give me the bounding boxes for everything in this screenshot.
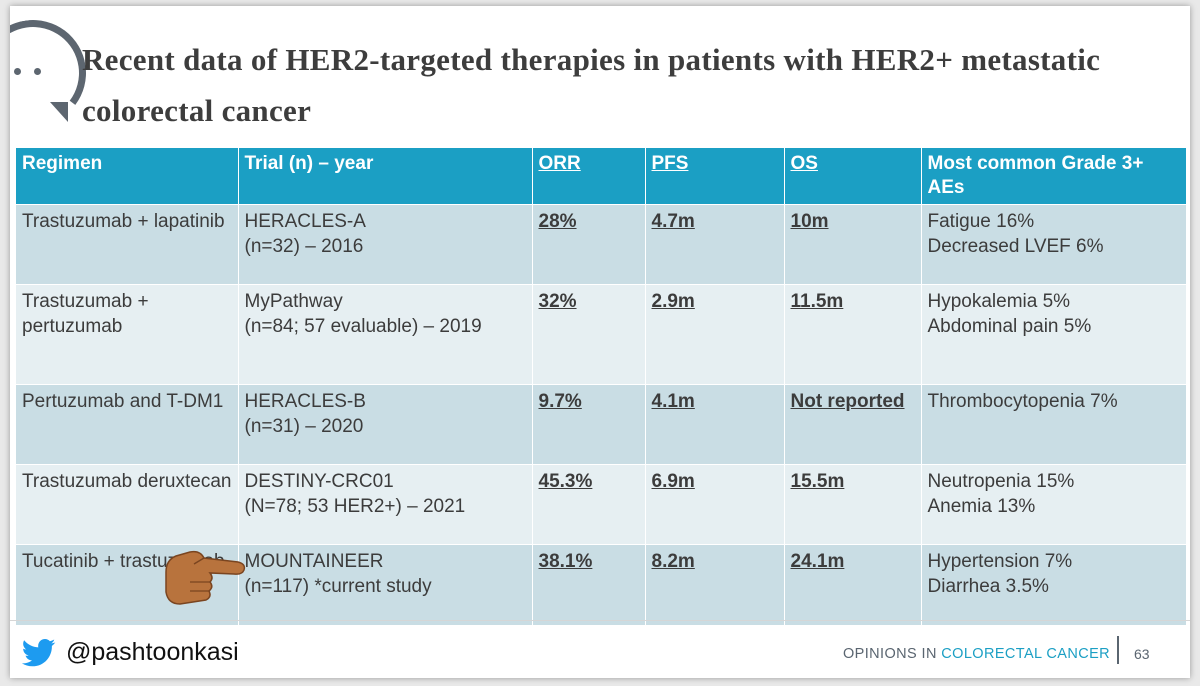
trial-cell: MOUNTAINEER (n=117) *current study bbox=[238, 544, 533, 625]
os-cell: 10m bbox=[784, 204, 922, 285]
slide: Recent data of HER2-targeted therapies i… bbox=[10, 6, 1190, 678]
os-cell: 11.5m bbox=[784, 284, 922, 385]
aes-cell: Fatigue 16% Decreased LVEF 6% bbox=[921, 204, 1187, 285]
header-regimen: Regimen bbox=[16, 148, 239, 205]
aes-cell: Hypokalemia 5% Abdominal pain 5% bbox=[921, 284, 1187, 385]
footer-divider bbox=[10, 620, 1190, 621]
os-cell: 15.5m bbox=[784, 464, 922, 545]
regimen-cell: Pertuzumab and T-DM1 bbox=[16, 384, 239, 465]
regimen-cell: Trastuzumab deruxtecan bbox=[16, 464, 239, 545]
table-row: Trastuzumab + pertuzumab MyPathway (n=84;… bbox=[16, 284, 1187, 385]
pfs-cell: 2.9m bbox=[645, 284, 785, 385]
header-aes: Most common Grade 3+ AEs bbox=[921, 148, 1187, 205]
aes-cell: Neutropenia 15% Anemia 13% bbox=[921, 464, 1187, 545]
orr-cell: 45.3% bbox=[532, 464, 646, 545]
table-header-row: Regimen Trial (n) – year ORR PFS OS Most… bbox=[16, 148, 1187, 205]
trial-cell: DESTINY-CRC01 (N=78; 53 HER2+) – 2021 bbox=[238, 464, 533, 545]
os-cell: 24.1m bbox=[784, 544, 922, 625]
therapies-table: Regimen Trial (n) – year ORR PFS OS Most… bbox=[16, 148, 1187, 625]
slide-title: Recent data of HER2-targeted therapies i… bbox=[82, 42, 1101, 128]
table-row: Trastuzumab deruxtecan DESTINY-CRC01 (N=7… bbox=[16, 464, 1187, 545]
pfs-cell: 4.1m bbox=[645, 384, 785, 465]
pfs-cell: 4.7m bbox=[645, 204, 785, 285]
orr-cell: 32% bbox=[532, 284, 646, 385]
header-os: OS bbox=[784, 148, 922, 205]
aes-cell: Thrombocytopenia 7% bbox=[921, 384, 1187, 465]
trial-cell: HERACLES-A (n=32) – 2016 bbox=[238, 204, 533, 285]
pointing-hand-emoji-icon bbox=[165, 550, 246, 605]
table-row: Pertuzumab and T-DM1 HERACLES-B (n=31) – … bbox=[16, 384, 1187, 465]
footer-separator bbox=[1117, 636, 1119, 664]
header-trial: Trial (n) – year bbox=[238, 148, 533, 205]
brand-text: OPINIONS IN COLORECTAL CANCER bbox=[843, 646, 1111, 662]
twitter-bird-icon bbox=[22, 639, 56, 667]
trial-cell: MyPathway (n=84; 57 evaluable) – 2019 bbox=[238, 284, 533, 385]
page-number: 63 bbox=[1134, 646, 1150, 662]
table-row: Trastuzumab + lapatinib HERACLES-A (n=32)… bbox=[16, 204, 1187, 285]
header-orr: ORR bbox=[532, 148, 646, 205]
header-pfs: PFS bbox=[645, 148, 785, 205]
orr-cell: 28% bbox=[532, 204, 646, 285]
twitter-handle: @pashtoonkasi bbox=[66, 638, 239, 666]
trial-cell: HERACLES-B (n=31) – 2020 bbox=[238, 384, 533, 465]
pfs-cell: 8.2m bbox=[645, 544, 785, 625]
regimen-cell: Trastuzumab + lapatinib bbox=[16, 204, 239, 285]
orr-cell: 38.1% bbox=[532, 544, 646, 625]
pfs-cell: 6.9m bbox=[645, 464, 785, 545]
aes-cell: Hypertension 7% Diarrhea 3.5% bbox=[921, 544, 1187, 625]
os-cell: Not reported bbox=[784, 384, 922, 465]
orr-cell: 9.7% bbox=[532, 384, 646, 465]
regimen-cell: Trastuzumab + pertuzumab bbox=[16, 284, 239, 385]
